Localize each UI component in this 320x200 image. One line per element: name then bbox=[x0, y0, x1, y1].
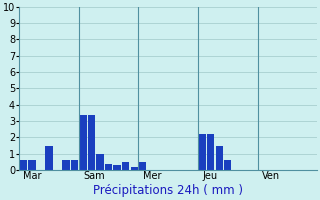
Bar bbox=[131, 167, 138, 170]
Bar bbox=[71, 160, 78, 170]
Bar bbox=[114, 165, 121, 170]
Bar bbox=[88, 115, 95, 170]
Bar bbox=[224, 160, 231, 170]
Bar bbox=[199, 134, 206, 170]
Bar bbox=[28, 160, 36, 170]
Bar bbox=[216, 146, 223, 170]
Bar bbox=[139, 162, 146, 170]
Bar bbox=[62, 160, 70, 170]
X-axis label: Précipitations 24h ( mm ): Précipitations 24h ( mm ) bbox=[93, 184, 243, 197]
Bar bbox=[79, 115, 87, 170]
Bar bbox=[45, 146, 52, 170]
Bar bbox=[207, 134, 214, 170]
Bar bbox=[105, 164, 112, 170]
Bar bbox=[122, 162, 129, 170]
Bar bbox=[96, 154, 104, 170]
Bar bbox=[20, 160, 27, 170]
